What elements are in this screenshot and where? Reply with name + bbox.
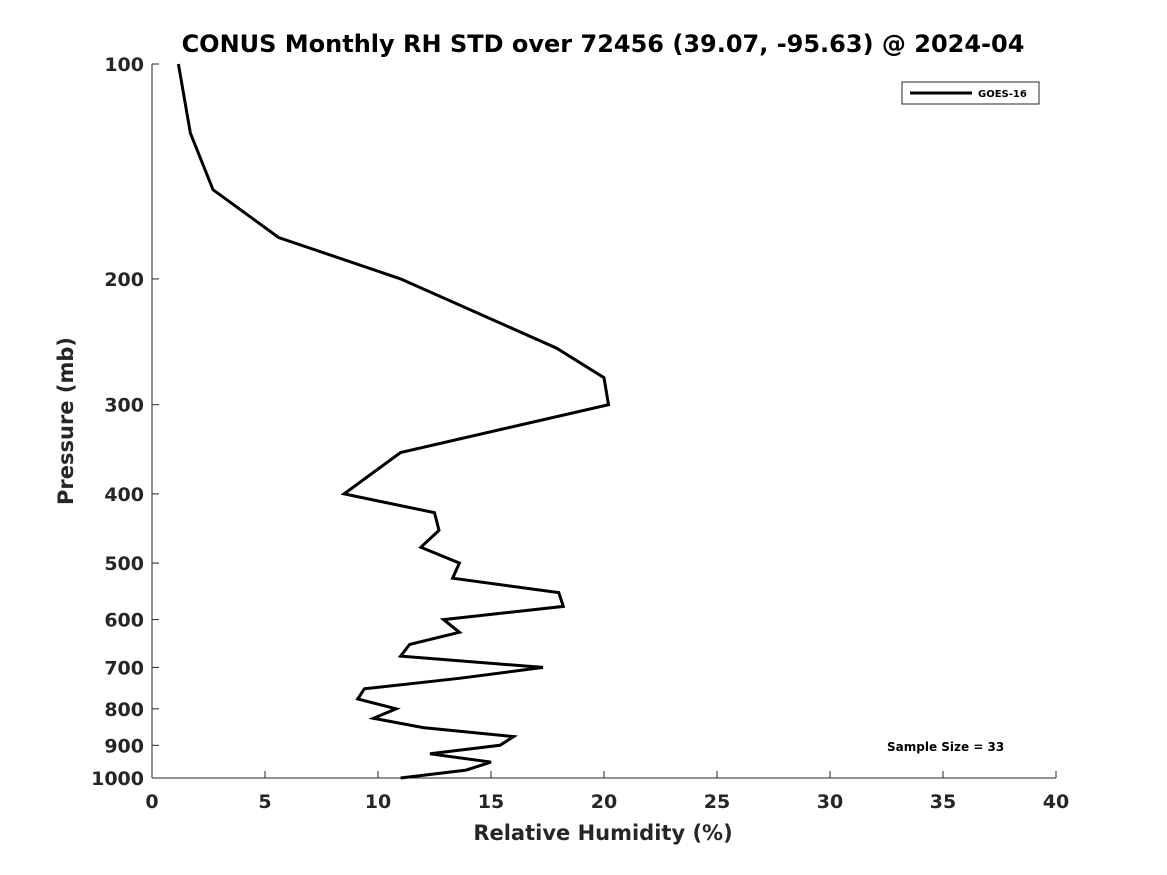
x-tick-label: 20 bbox=[591, 791, 617, 813]
x-axis-label: Relative Humidity (%) bbox=[473, 821, 732, 845]
series-line-goes-16 bbox=[176, 63, 611, 780]
x-tick-label: 25 bbox=[704, 791, 730, 813]
x-tick-label: 10 bbox=[365, 791, 391, 813]
legend: GOES-16 bbox=[901, 81, 1040, 105]
y-tick-label: 400 bbox=[104, 484, 144, 506]
plot-area: 0 5 10 15 20 25 30 35 40 100 200 300 400 500 600 700 80… bbox=[91, 54, 1069, 813]
y-tick-label: 600 bbox=[104, 610, 144, 632]
x-axis-ticks: 0 5 10 15 20 25 30 35 40 bbox=[145, 771, 1069, 813]
y-tick-label: 800 bbox=[104, 699, 144, 721]
x-tick-label: 40 bbox=[1043, 791, 1069, 813]
y-tick-label: 500 bbox=[104, 553, 144, 575]
y-axis-label: Pressure (mb) bbox=[54, 337, 78, 505]
x-tick-label: 15 bbox=[478, 791, 504, 813]
y-tick-label: 700 bbox=[104, 657, 144, 679]
y-tick-label: 100 bbox=[104, 54, 144, 76]
y-tick-label: 1000 bbox=[91, 768, 144, 790]
x-tick-label: 5 bbox=[258, 791, 271, 813]
x-tick-label: 0 bbox=[145, 791, 158, 813]
chart-title: CONUS Monthly RH STD over 72456 (39.07, … bbox=[182, 30, 1025, 58]
y-tick-label: 200 bbox=[104, 269, 144, 291]
x-tick-label: 30 bbox=[817, 791, 843, 813]
sample-size-annotation: Sample Size = 33 bbox=[887, 740, 1004, 754]
y-tick-label: 900 bbox=[104, 735, 144, 757]
y-axis-ticks: 100 200 300 400 500 600 700 800 900 1000 bbox=[91, 54, 159, 790]
x-tick-label: 35 bbox=[930, 791, 956, 813]
legend-label-goes-16: GOES-16 bbox=[978, 89, 1027, 100]
y-tick-label: 300 bbox=[104, 395, 144, 417]
